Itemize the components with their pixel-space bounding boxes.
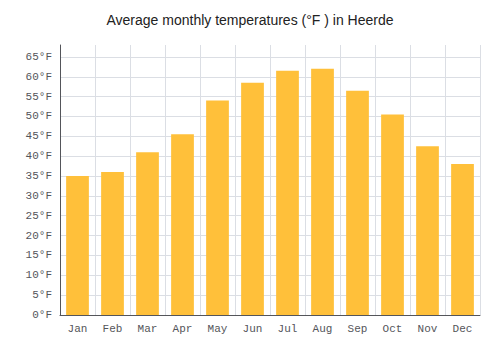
- svg-text:Sep: Sep: [348, 323, 368, 335]
- svg-text:Aug: Aug: [313, 323, 333, 335]
- svg-text:Nov: Nov: [418, 323, 438, 335]
- svg-text:Jun: Jun: [243, 323, 263, 335]
- svg-text:Apr: Apr: [173, 323, 193, 335]
- svg-text:20°F: 20°F: [26, 230, 52, 242]
- svg-text:65°F: 65°F: [26, 51, 52, 63]
- svg-text:40°F: 40°F: [26, 150, 52, 162]
- svg-text:Feb: Feb: [103, 323, 123, 335]
- svg-text:Oct: Oct: [383, 323, 403, 335]
- svg-text:10°F: 10°F: [26, 269, 52, 281]
- svg-text:25°F: 25°F: [26, 210, 52, 222]
- svg-text:55°F: 55°F: [26, 91, 52, 103]
- svg-text:45°F: 45°F: [26, 130, 52, 142]
- svg-text:50°F: 50°F: [26, 110, 52, 122]
- svg-text:Average monthly temperatures (: Average monthly temperatures (°F ) in He…: [106, 12, 393, 28]
- svg-text:30°F: 30°F: [26, 190, 52, 202]
- svg-text:5°F: 5°F: [32, 289, 52, 301]
- svg-text:Dec: Dec: [453, 323, 473, 335]
- svg-text:60°F: 60°F: [26, 71, 52, 83]
- svg-text:Jan: Jan: [68, 323, 88, 335]
- svg-text:Jul: Jul: [278, 323, 298, 335]
- svg-text:35°F: 35°F: [26, 170, 52, 182]
- svg-text:Mar: Mar: [138, 323, 158, 335]
- svg-text:May: May: [208, 323, 228, 335]
- svg-text:0°F: 0°F: [32, 309, 52, 321]
- svg-text:15°F: 15°F: [26, 249, 52, 261]
